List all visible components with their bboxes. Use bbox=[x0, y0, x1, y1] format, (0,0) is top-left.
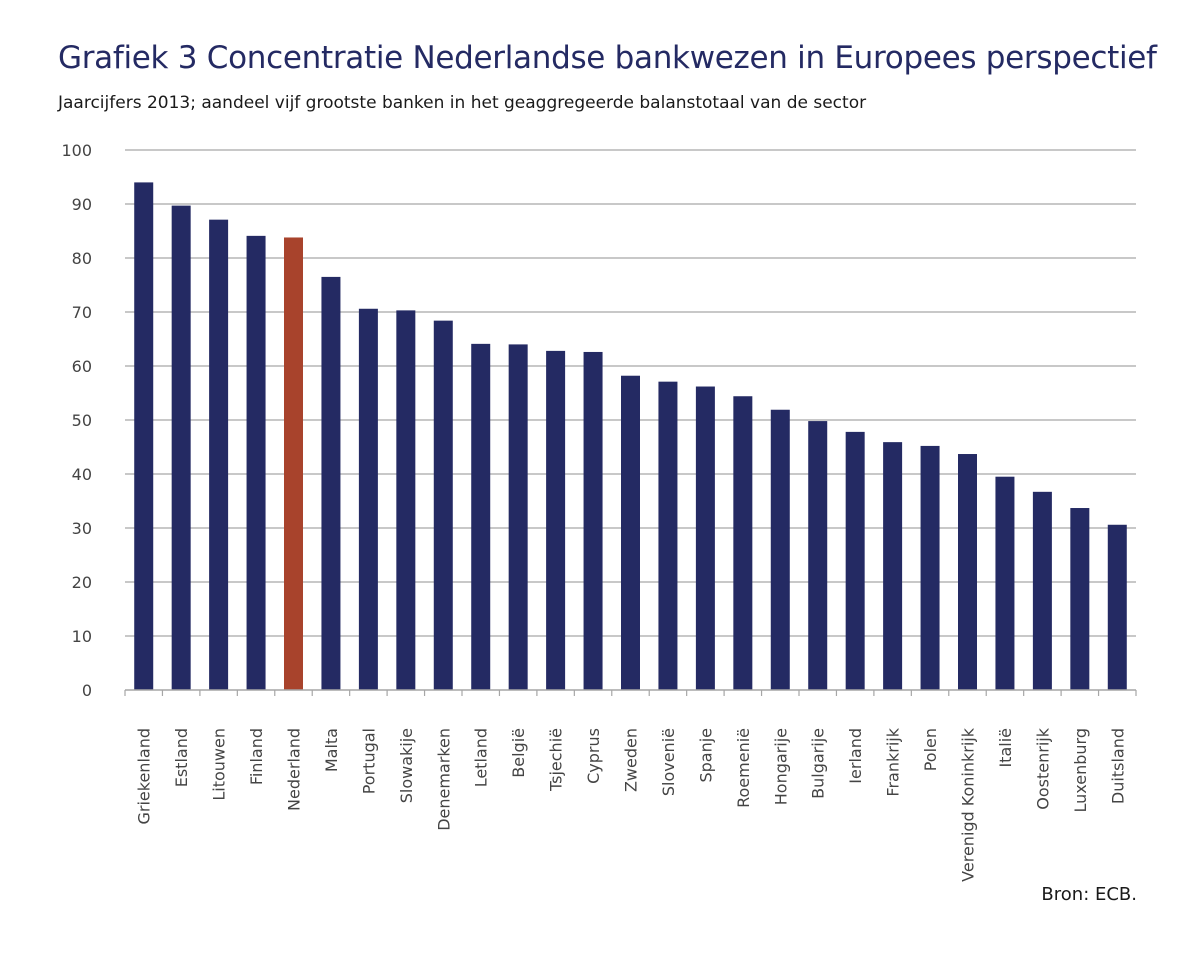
x-tick-label: Finland bbox=[247, 728, 266, 785]
x-tick-label: Portugal bbox=[359, 728, 378, 794]
x-tick-label: Slovenië bbox=[659, 728, 678, 796]
bar bbox=[134, 182, 154, 690]
x-tick-label: Luxenburg bbox=[1071, 728, 1090, 812]
bar bbox=[246, 235, 266, 691]
x-tick-label: Roemenië bbox=[734, 728, 753, 808]
x-tick-label: Polen bbox=[921, 728, 940, 771]
bar bbox=[321, 276, 341, 690]
bar bbox=[808, 421, 828, 690]
x-tick-label: Estland bbox=[172, 728, 191, 787]
x-tick-label: België bbox=[509, 728, 528, 778]
bars bbox=[134, 182, 1127, 691]
x-tick-label: Verenigd Koninkrijk bbox=[959, 727, 978, 882]
bar bbox=[508, 344, 528, 690]
y-tick-label: 70 bbox=[72, 303, 92, 322]
x-axis-tick-labels: Griekenland Estland Litouwen Finland Nederla… bbox=[135, 727, 1128, 882]
bar bbox=[358, 308, 378, 690]
bar bbox=[471, 343, 491, 690]
bar bbox=[733, 396, 753, 690]
x-tick-label: Cyprus bbox=[584, 728, 603, 784]
bar bbox=[209, 219, 229, 690]
x-tick-label: Oostenrijk bbox=[1033, 727, 1052, 809]
bar bbox=[583, 351, 603, 690]
x-tick-label: Italië bbox=[996, 728, 1015, 768]
y-tick-label: 0 bbox=[82, 681, 92, 700]
bar bbox=[770, 409, 790, 690]
bar bbox=[883, 442, 903, 690]
bar bbox=[695, 386, 715, 690]
x-tick-label: Slowakije bbox=[397, 728, 416, 803]
x-tick-label: Hongarije bbox=[771, 728, 790, 805]
x-axis bbox=[124, 689, 1137, 696]
bar bbox=[546, 350, 566, 690]
x-tick-label: Bulgarije bbox=[809, 728, 828, 799]
source-note: Bron: ECB. bbox=[1041, 884, 1137, 905]
x-tick-label: Malta bbox=[322, 728, 341, 772]
bar bbox=[1107, 524, 1127, 690]
bar bbox=[396, 310, 416, 690]
x-tick-label: Frankrijk bbox=[884, 727, 903, 796]
bar bbox=[658, 381, 678, 690]
bar bbox=[920, 445, 940, 690]
x-tick-label: Spanje bbox=[696, 728, 715, 783]
x-tick-label: Denemarken bbox=[434, 728, 453, 831]
y-tick-label: 30 bbox=[72, 519, 92, 538]
bar bbox=[284, 237, 303, 691]
x-tick-label: Letland bbox=[472, 728, 491, 787]
x-tick-label: Litouwen bbox=[210, 728, 229, 801]
y-tick-label: 90 bbox=[72, 195, 92, 214]
y-tick-label: 40 bbox=[72, 465, 92, 484]
x-tick-label: Tsjechië bbox=[547, 728, 566, 792]
bar bbox=[1032, 491, 1052, 690]
bar bbox=[433, 320, 453, 690]
x-tick-label: Duitsland bbox=[1108, 728, 1127, 804]
x-tick-label: Nederland bbox=[285, 728, 304, 811]
y-axis-tick-labels: 0 10 20 30 40 50 60 70 80 90 100 bbox=[61, 141, 92, 700]
y-tick-label: 100 bbox=[61, 141, 92, 160]
bar bbox=[171, 205, 191, 690]
x-tick-label: Griekenland bbox=[135, 728, 154, 825]
chart-title: Grafiek 3 Concentratie Nederlandse bankw… bbox=[58, 40, 1157, 76]
y-tick-label: 80 bbox=[72, 249, 92, 268]
bar bbox=[958, 454, 977, 690]
x-tick-label: Zweden bbox=[622, 728, 641, 792]
chart-subtitle: Jaarcijfers 2013; aandeel vijf grootste … bbox=[58, 93, 867, 113]
y-tick-label: 20 bbox=[72, 573, 92, 592]
x-tick-label: Ierland bbox=[846, 728, 865, 784]
bar bbox=[845, 431, 865, 690]
bar bbox=[621, 375, 640, 690]
bar bbox=[995, 476, 1015, 690]
y-tick-label: 60 bbox=[72, 357, 92, 376]
y-tick-label: 50 bbox=[72, 411, 92, 430]
bar bbox=[1070, 508, 1090, 690]
y-tick-label: 10 bbox=[72, 627, 92, 646]
